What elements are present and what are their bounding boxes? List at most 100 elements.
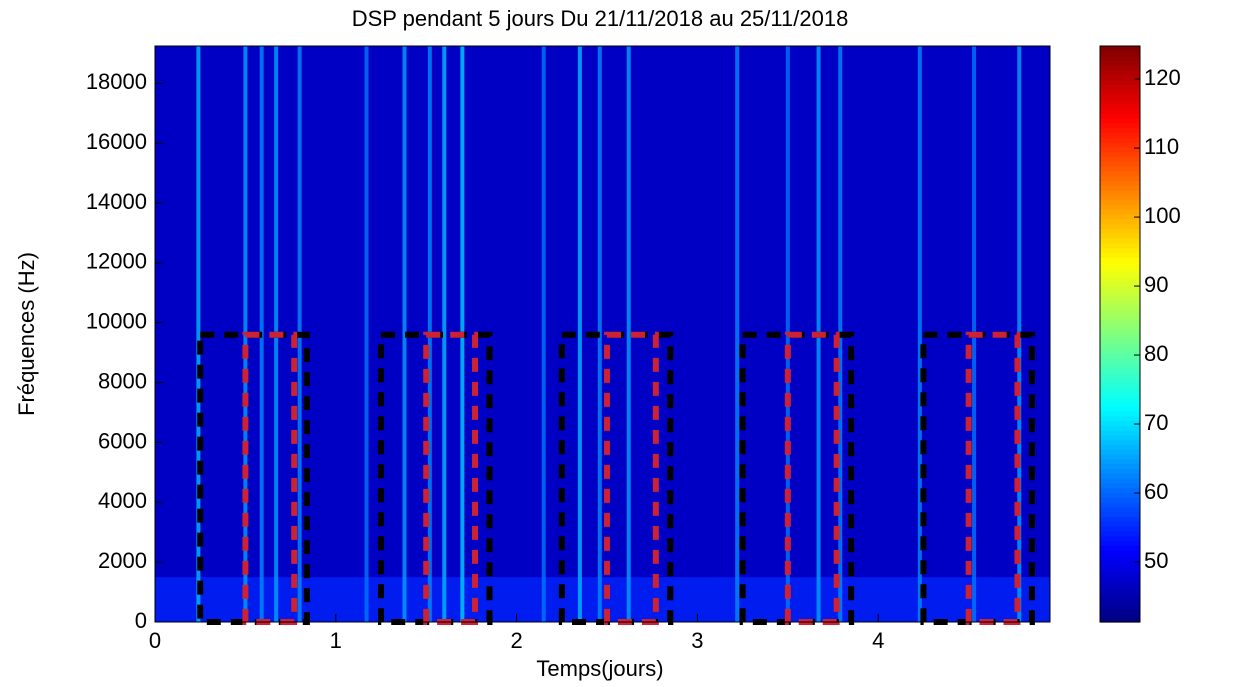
x-tick-label: 0	[149, 628, 161, 653]
colorbar-segment	[1100, 209, 1140, 215]
colorbar-segment	[1100, 362, 1140, 369]
colorbar-segment	[1100, 511, 1140, 517]
colorbar-segment	[1100, 122, 1140, 129]
colorbar-segment	[1100, 89, 1140, 95]
plot-frame	[154, 45, 1051, 623]
colorbar-segment	[1100, 478, 1140, 484]
colorbar-segment	[1100, 386, 1140, 393]
colorbar-segment	[1100, 305, 1140, 311]
x-tick-label: 4	[872, 628, 884, 653]
colorbar-segment	[1100, 540, 1140, 546]
colorbar-segment	[1100, 458, 1140, 465]
colorbar-segment	[1100, 194, 1140, 201]
colorbar-segment	[1100, 137, 1140, 143]
colorbar-tick-label: 90	[1144, 272, 1168, 297]
colorbar-segment	[1100, 516, 1140, 522]
spectral-line	[626, 46, 631, 622]
colorbar-segment	[1100, 151, 1140, 157]
colorbar-segment	[1100, 372, 1140, 378]
colorbar-segment	[1100, 300, 1140, 306]
y-tick-label: 4000	[98, 488, 147, 513]
colorbar-segment	[1100, 281, 1140, 287]
colorbar-segment	[1100, 612, 1140, 618]
colorbar-segment	[1100, 262, 1140, 268]
spectrogram-background	[155, 46, 1050, 622]
colorbar-segment	[1100, 60, 1140, 66]
x-tick-label: 2	[510, 628, 522, 653]
colorbar-segment	[1100, 334, 1140, 340]
colorbar-segment	[1100, 593, 1140, 599]
colorbar-segment	[1100, 415, 1140, 421]
colorbar-segment	[1100, 223, 1140, 229]
colorbar-segment	[1100, 94, 1140, 100]
colorbar-tick-label: 70	[1144, 410, 1168, 435]
colorbar-segment	[1100, 324, 1140, 330]
colorbar-segment	[1100, 526, 1140, 532]
colorbar-segment	[1100, 444, 1140, 450]
y-tick-label: 16000	[86, 129, 147, 154]
colorbar-tick-label: 110	[1144, 134, 1179, 159]
colorbar-segment	[1100, 449, 1140, 455]
colorbar-segment	[1100, 218, 1140, 225]
colorbar-segment	[1100, 286, 1140, 292]
colorbar-segment	[1100, 377, 1140, 383]
spectral-line	[917, 46, 922, 622]
colorbar-segment	[1100, 214, 1140, 220]
colorbar-segment	[1100, 425, 1140, 431]
y-tick-label: 0	[135, 608, 147, 633]
colorbar-segment	[1100, 535, 1140, 541]
colorbar-segment	[1100, 602, 1140, 609]
colorbar-segment	[1100, 554, 1140, 561]
colorbar-segment	[1100, 166, 1140, 172]
colorbar-segment	[1100, 353, 1140, 359]
x-axis-label: Temps(jours)	[536, 656, 663, 681]
spectral-line	[402, 46, 407, 622]
spectral-line	[541, 46, 546, 622]
colorbar-segment	[1100, 607, 1140, 613]
colorbar-segment	[1100, 175, 1140, 181]
colorbar-tick-label: 100	[1144, 203, 1181, 228]
colorbar-segment	[1100, 492, 1140, 498]
colorbar-segment	[1100, 74, 1140, 81]
chart-title: DSP pendant 5 jours Du 21/11/2018 au 25/…	[352, 6, 849, 31]
colorbar-segment	[1100, 79, 1140, 85]
colorbar-segment	[1100, 199, 1140, 205]
colorbar-segment	[1100, 132, 1140, 138]
colorbar-segment	[1100, 343, 1140, 349]
colorbar-segment	[1100, 170, 1140, 177]
colorbar-segment	[1100, 358, 1140, 364]
colorbar-segment	[1100, 238, 1140, 244]
colorbar-segment	[1100, 482, 1140, 489]
colorbar-segment	[1100, 401, 1140, 407]
y-axis-label: Fréquences (Hz)	[14, 252, 39, 416]
colorbar-segment	[1100, 161, 1140, 167]
colorbar-segment	[1100, 439, 1140, 445]
colorbar-segment	[1100, 367, 1140, 373]
colorbar-segment	[1100, 70, 1140, 76]
colorbar-segment	[1100, 257, 1140, 263]
colorbar-segment	[1100, 156, 1140, 162]
colorbar-tick-label: 120	[1144, 65, 1181, 90]
y-tick-label: 8000	[98, 368, 147, 393]
colorbar-segment	[1100, 588, 1140, 594]
colorbar-segment	[1100, 559, 1140, 565]
colorbar-segment	[1100, 420, 1140, 426]
spectral-line	[577, 46, 582, 622]
x-tick-label: 3	[691, 628, 703, 653]
colorbar-segment	[1100, 391, 1140, 397]
colorbar-segment	[1100, 276, 1140, 282]
colorbar-segment	[1100, 180, 1140, 186]
colorbar-segment	[1100, 430, 1140, 436]
colorbar-segment	[1100, 434, 1140, 441]
colorbar-segment	[1100, 242, 1140, 249]
colorbar-segment	[1100, 473, 1140, 479]
colorbar-segment	[1100, 98, 1140, 105]
colorbar-segment	[1100, 204, 1140, 210]
colorbar-segment	[1100, 319, 1140, 325]
colorbar-segment	[1100, 252, 1140, 258]
spectral-line	[442, 46, 447, 622]
colorbar-segment	[1100, 314, 1140, 321]
colorbar-segment	[1100, 521, 1140, 527]
colorbar-segment	[1100, 46, 1140, 52]
